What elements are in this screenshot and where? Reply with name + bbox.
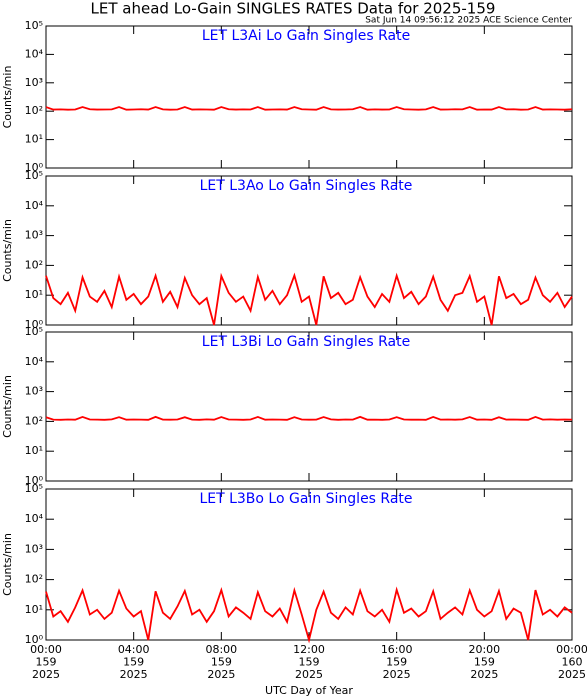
- y-tick-label: 10²: [25, 258, 43, 271]
- x-tick-label: 16:00 159 2025: [381, 643, 413, 681]
- plot-frame: [45, 488, 573, 641]
- chart-title: LET ahead Lo-Gain SINGLES RATES Data for…: [91, 0, 496, 18]
- y-tick-label: 10⁴: [25, 512, 44, 525]
- panel-title: LET L3Bo Lo Gain Singles Rate: [199, 491, 412, 507]
- y-tick-label: 10³: [25, 76, 43, 89]
- x-tick-label: 00:00 159 2025: [30, 643, 62, 681]
- y-tick-label: 10⁰: [25, 474, 44, 487]
- y-tick-label: 10⁵: [25, 19, 43, 32]
- plot-frame: [45, 25, 573, 169]
- y-tick-label: 10⁵: [25, 482, 43, 495]
- y-tick-label: 10⁰: [25, 633, 44, 646]
- y-tick-label: 10²: [25, 104, 43, 117]
- y-axis-label: Counts/min: [1, 533, 14, 596]
- data-line: [45, 106, 573, 111]
- plot-frame: [45, 175, 573, 326]
- y-tick-label: 10¹: [25, 444, 43, 457]
- chart-subtitle: Sat Jun 14 09:56:12 2025 ACE Science Cen…: [365, 16, 572, 26]
- x-tick-label: 08:00 159 2025: [205, 643, 237, 681]
- x-tick-label: 12:00 159 2025: [293, 643, 325, 681]
- data-line: [45, 415, 573, 421]
- y-tick-label: 10¹: [25, 603, 43, 616]
- panel-title: LET L3Bi Lo Gain Singles Rate: [202, 334, 410, 350]
- y-tick-label: 10⁵: [25, 325, 43, 338]
- y-tick-label: 10⁵: [25, 169, 43, 182]
- x-tick-label: 04:00 159 2025: [118, 643, 150, 681]
- y-tick-label: 10¹: [25, 288, 43, 301]
- y-tick-label: 10⁴: [25, 199, 44, 212]
- plot-frame: [45, 331, 573, 482]
- panel-title: LET L3Ao Lo Gain Singles Rate: [200, 178, 413, 194]
- y-tick-label: 10²: [25, 414, 43, 427]
- x-tick-label: 20:00 159 2025: [468, 643, 500, 681]
- x-tick-label: 00:00 160 2025: [556, 643, 587, 681]
- y-tick-label: 10³: [25, 385, 43, 398]
- panel-title: LET L3Ai Lo Gain Singles Rate: [202, 28, 410, 44]
- y-tick-label: 10⁴: [25, 47, 44, 60]
- y-tick-label: 10³: [25, 229, 43, 242]
- y-tick-label: 10¹: [25, 133, 43, 146]
- y-axis-label: Counts/min: [1, 219, 14, 282]
- y-tick-label: 10⁴: [25, 355, 44, 368]
- y-axis-label: Counts/min: [1, 375, 14, 438]
- y-tick-label: 10⁰: [25, 318, 44, 331]
- x-axis-label: UTC Day of Year: [265, 684, 353, 697]
- y-tick-label: 10²: [25, 573, 43, 586]
- data-line: [45, 272, 573, 326]
- y-axis-label: Counts/min: [1, 66, 14, 129]
- data-line: [45, 586, 573, 644]
- y-tick-label: 10⁰: [25, 161, 44, 174]
- y-tick-label: 10³: [25, 542, 43, 555]
